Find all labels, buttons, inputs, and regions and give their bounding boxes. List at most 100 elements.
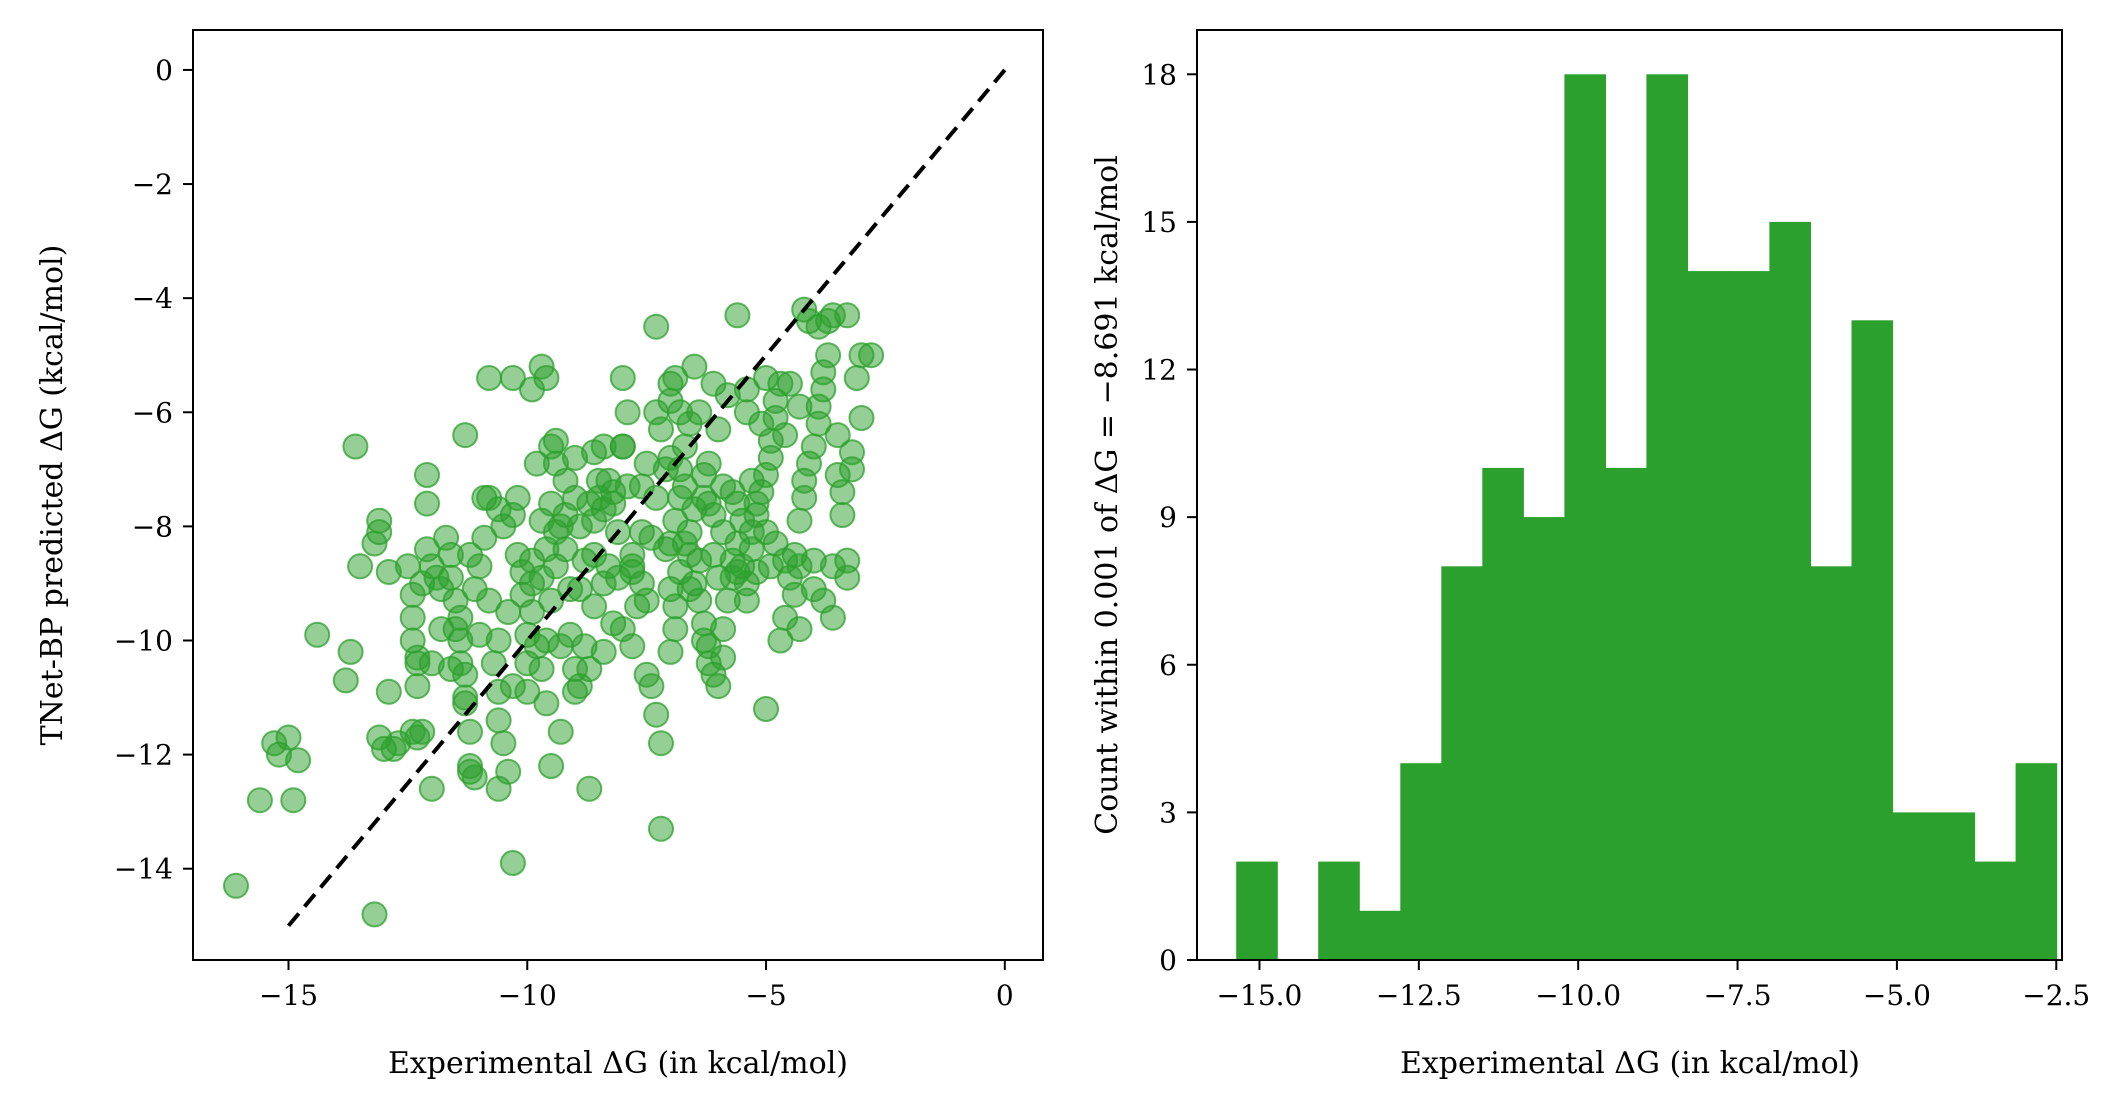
scatter-point (757, 553, 784, 580)
scatter-point (471, 524, 498, 551)
histogram-y-ticks: 0 3 6 9 12 15 18 (1141, 58, 1197, 977)
histogram-x-ticks: −15.0 −12.5 −10.0 −7.5 −5.0 −2.5 (1217, 960, 2090, 1012)
histogram-y-tick-label: 6 (1159, 649, 1177, 682)
scatter-point (414, 490, 440, 517)
histogram-bar (1400, 763, 1442, 960)
scatter-point (476, 587, 503, 614)
scatter-point (705, 416, 732, 443)
scatter-point (719, 479, 746, 506)
scatter-point (523, 450, 550, 477)
scatter-point (834, 302, 861, 329)
scatter-point (700, 541, 727, 568)
histogram-bar (1564, 74, 1606, 961)
scatter-point (738, 467, 765, 494)
histogram-y-tick-label: 15 (1141, 206, 1177, 239)
scatter-point (767, 627, 794, 654)
scatter-point (648, 815, 674, 842)
scatter-point (514, 650, 541, 677)
scatter-y-tick-label: −12 (114, 739, 173, 772)
scatter-point (509, 559, 536, 585)
scatter-point (657, 370, 684, 397)
scatter-point (824, 422, 851, 449)
scatter-point (638, 673, 665, 700)
scatter-point (414, 462, 440, 488)
scatter-point (609, 365, 636, 391)
scatter-point (819, 553, 846, 580)
scatter-point (366, 507, 393, 534)
scatter-x-tick-label: −10 (498, 979, 557, 1012)
histogram-y-tick-label: 3 (1159, 796, 1177, 829)
scatter-point (662, 507, 689, 534)
scatter-point (361, 901, 388, 928)
scatter-x-axis-label: Experimental ΔG (in kcal/mol) (388, 1046, 848, 1081)
scatter-point (576, 775, 603, 802)
scatter-point (223, 872, 249, 899)
scatter-point (485, 775, 512, 802)
scatter-point (643, 313, 670, 340)
scatter-point (729, 507, 756, 534)
histogram-bar (1318, 861, 1360, 960)
scatter-point (347, 553, 374, 580)
scatter-point (815, 342, 842, 369)
histogram-x-tick-label: −7.5 (1704, 979, 1772, 1012)
scatter-point (800, 433, 827, 460)
scatter-point (428, 576, 455, 603)
scatter-point (399, 718, 426, 745)
scatter-point (786, 616, 813, 643)
scatter-point (452, 422, 479, 449)
scatter-point (280, 787, 307, 814)
histogram-bar (1523, 517, 1565, 960)
scatter-point (710, 519, 737, 546)
scatter-point (399, 604, 426, 631)
scatter-point (796, 308, 822, 334)
scatter-point (466, 621, 493, 648)
scatter-point (733, 399, 760, 426)
scatter-point (776, 370, 803, 397)
histogram-bar (1646, 74, 1688, 961)
scatter-point (514, 678, 541, 705)
scatter-point (476, 365, 503, 391)
scatter-point (628, 519, 655, 546)
histogram-y-axis-label: Count within 0.001 of ΔG = −8.691 kcal/m… (1090, 155, 1125, 835)
scatter-point (614, 399, 641, 426)
scatter-point (495, 599, 522, 625)
scatter-point (662, 616, 689, 643)
scatter-x-tick-label: −5 (745, 979, 786, 1012)
scatter-point (533, 365, 560, 391)
scatter-point (772, 422, 799, 449)
scatter-y-tick-label: −6 (132, 396, 173, 429)
scatter-point (581, 593, 608, 620)
scatter-point (652, 536, 679, 563)
scatter-point (418, 775, 445, 802)
scatter-point (657, 638, 684, 665)
histogram-bar (1359, 910, 1401, 960)
scatter-point (457, 718, 483, 745)
scatter-point (667, 399, 694, 426)
scatter-point (285, 747, 312, 774)
scatter-x-tick-label: −15 (259, 979, 318, 1012)
scatter-point (304, 621, 331, 648)
scatter-point (705, 673, 732, 700)
histogram-y-tick-label: 0 (1159, 944, 1177, 977)
histogram-bar (1851, 320, 1894, 960)
scatter-point (724, 302, 751, 329)
histogram-x-tick-label: −12.5 (1376, 979, 1462, 1012)
scatter-y-ticks: −14 −12 −10 −8 −6 −4 −2 0 (114, 54, 193, 886)
scatter-point (533, 627, 560, 654)
scatter-plot-frame (192, 29, 1044, 961)
scatter-point (858, 342, 885, 369)
histogram-x-tick-label: −2.5 (2022, 979, 2090, 1012)
scatter-point (633, 450, 660, 477)
scatter-point (332, 667, 359, 694)
scatter-point (375, 678, 402, 705)
histogram-x-tick-label: −5.0 (1863, 979, 1931, 1012)
scatter-point (485, 707, 512, 734)
scatter-point (733, 587, 760, 614)
scatter-point (404, 673, 431, 700)
scatter-y-tick-label: −10 (114, 624, 173, 657)
histogram-plot-frame (1196, 29, 2063, 961)
scatter-point (538, 753, 565, 779)
histogram-bar (1728, 271, 1770, 961)
scatter-point (848, 405, 875, 431)
histogram-panel: −15.0 −12.5 −10.0 −7.5 −5.0 −2.5 0 3 6 9 12 15 18 E… (1090, 29, 2090, 1081)
